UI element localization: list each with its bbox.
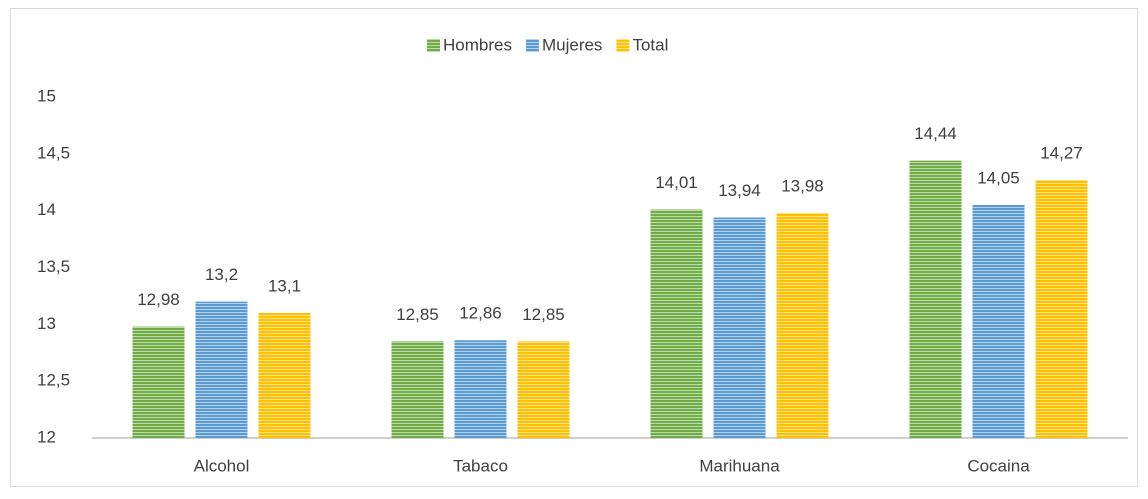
- bar: [517, 341, 570, 438]
- x-tick-label: Marihuana: [699, 456, 780, 475]
- bar: [909, 160, 962, 439]
- x-tick-label: Cocaina: [967, 456, 1030, 475]
- data-label: 12,98: [137, 290, 180, 309]
- data-label: 12,85: [396, 305, 439, 324]
- bar: [391, 341, 444, 438]
- data-label: 13,94: [718, 181, 761, 200]
- bar: [776, 212, 829, 438]
- data-label: 13,1: [268, 276, 301, 295]
- data-label: 13,98: [781, 176, 824, 195]
- legend-label: Hombres: [443, 35, 512, 54]
- bar: [972, 204, 1025, 438]
- legend-swatch: [525, 39, 539, 52]
- y-tick-label: 14,5: [37, 143, 70, 162]
- data-label: 14,05: [977, 168, 1020, 187]
- bar: [713, 217, 766, 438]
- data-label: 14,27: [1040, 143, 1083, 162]
- y-tick-label: 12: [37, 427, 56, 446]
- bar: [454, 340, 507, 438]
- x-tick-label: Alcohol: [194, 456, 250, 475]
- bar: [258, 312, 311, 438]
- data-label: 13,2: [205, 265, 238, 284]
- x-tick-label: Tabaco: [453, 456, 508, 475]
- bar: [650, 209, 703, 438]
- bar: [1035, 179, 1088, 438]
- legend-swatch: [616, 39, 630, 52]
- data-label: 14,44: [914, 124, 957, 143]
- data-label: 12,86: [459, 304, 502, 323]
- y-tick-label: 12,5: [37, 371, 70, 390]
- legend-label: Total: [632, 35, 668, 54]
- y-tick-label: 14: [37, 200, 56, 219]
- legend-swatch: [427, 39, 440, 52]
- bar: [195, 301, 248, 438]
- data-label: 12,85: [522, 305, 565, 324]
- data-label: 14,01: [655, 173, 698, 192]
- y-tick-label: 13,5: [37, 257, 70, 276]
- y-tick-label: 13: [37, 314, 56, 333]
- y-tick-label: 15: [37, 86, 56, 105]
- legend-label: Mujeres: [542, 35, 602, 54]
- legend: Hombres Mujeres Total: [427, 35, 668, 54]
- bar: [132, 326, 185, 438]
